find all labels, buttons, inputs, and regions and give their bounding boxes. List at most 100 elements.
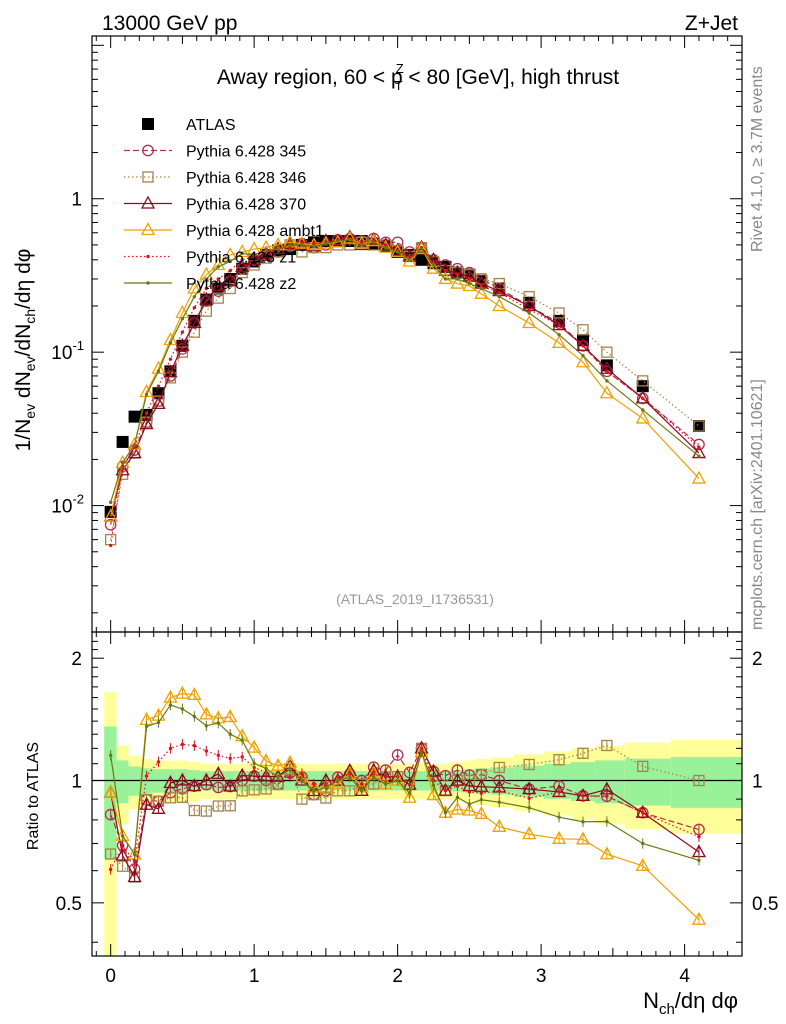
data-point	[605, 379, 609, 383]
y-tick-label-bottom: 0.5	[56, 894, 82, 915]
x-tick-label: 2	[392, 966, 403, 987]
ratio-point	[236, 785, 248, 797]
data-point	[354, 235, 369, 249]
ratio-point	[497, 789, 501, 793]
data-point	[240, 251, 244, 256]
data-point	[318, 233, 333, 247]
ratio-point	[431, 783, 436, 787]
legend-entry: Pythia 6.428 346	[124, 170, 306, 187]
data-point	[224, 282, 236, 295]
data-point	[479, 284, 484, 288]
ratio-point	[296, 793, 308, 805]
ratio-point	[252, 761, 256, 765]
data-point	[419, 247, 424, 251]
data-point	[575, 354, 591, 368]
data-point	[450, 275, 465, 289]
data-point	[104, 505, 117, 518]
data-point	[493, 277, 505, 290]
data-point	[635, 390, 650, 404]
ratio-point	[426, 787, 441, 801]
ratio-point	[479, 798, 484, 802]
ratio-point	[156, 720, 161, 725]
ratio-point	[260, 783, 272, 795]
data-point	[431, 263, 436, 267]
ratio-point	[383, 782, 388, 786]
bottom-panel-frame	[91, 631, 743, 957]
data-point	[104, 518, 117, 531]
data-point	[103, 508, 118, 522]
data-point	[462, 268, 477, 282]
data-point	[252, 253, 256, 257]
data-point	[557, 323, 561, 327]
ylabel-part-d: /dη dφ	[12, 249, 35, 309]
data-point	[156, 369, 161, 374]
header-right-label: Z+Jet	[685, 12, 738, 35]
ratio-point	[605, 794, 609, 798]
data-point	[360, 243, 364, 247]
data-point	[180, 317, 185, 321]
data-point	[163, 364, 178, 378]
data-point	[637, 375, 649, 387]
ratio-point	[224, 800, 236, 812]
data-point	[497, 294, 501, 299]
series-line-main	[110, 237, 700, 546]
ratio-point	[175, 772, 190, 786]
data-point	[575, 337, 591, 351]
ratio-point	[216, 721, 220, 725]
data-point	[383, 245, 388, 250]
x-tick-label: 1	[249, 966, 260, 987]
ylabel-part-b: dN	[12, 371, 35, 404]
data-point	[391, 236, 404, 249]
data-point	[415, 253, 428, 266]
ratio-point	[240, 738, 244, 742]
legend-entry: Pythia 6.428 ambt1	[124, 222, 324, 240]
ratio-point	[522, 826, 537, 840]
data-point	[288, 243, 292, 247]
ratio-point	[551, 830, 567, 844]
ratio-point	[187, 686, 202, 700]
ratio-point	[455, 784, 460, 788]
ratio-point	[312, 782, 316, 786]
data-point	[192, 294, 197, 299]
data-point	[187, 280, 202, 294]
ratio-point	[383, 775, 388, 779]
legend-entry: Pythia 6.428 370	[124, 195, 306, 214]
data-point	[204, 277, 209, 281]
data-point	[116, 435, 129, 448]
ratio-point	[601, 739, 613, 752]
legend-label: ATLAS	[186, 117, 236, 134]
ratio-point	[104, 808, 117, 821]
data-point	[443, 277, 448, 281]
series-pythia-6-428-z2	[108, 238, 701, 866]
ratio-point	[127, 869, 142, 883]
legend-entry: ATLAS	[142, 117, 236, 134]
y-axis-label-top: 1/Nev dNev/dNch/dη dφ	[12, 249, 38, 452]
ratio-point	[581, 820, 585, 824]
data-point	[601, 346, 613, 358]
xlabel-sub-a: ch	[659, 1001, 675, 1018]
ratio-point	[168, 746, 173, 751]
ratio-point	[187, 778, 202, 792]
ratio-point	[212, 781, 225, 794]
ratio-point	[103, 784, 118, 798]
ratio-point	[223, 778, 238, 792]
legend-marker	[140, 222, 156, 236]
ratio-point	[575, 831, 591, 845]
legend-entry: Pythia 6.428 z2	[124, 276, 296, 293]
legend-marker	[142, 144, 154, 157]
ratio-point	[108, 753, 113, 757]
ratio-point	[320, 792, 332, 804]
data-point	[336, 239, 340, 243]
stat-uncertainty-band-bin	[670, 756, 742, 808]
ratio-point	[691, 911, 707, 925]
data-point	[300, 240, 304, 245]
data-point	[306, 237, 322, 251]
data-point	[581, 353, 585, 358]
data-point	[378, 237, 393, 251]
xlabel-part-b: /dη dφ	[675, 988, 738, 1013]
ratio-point	[443, 788, 448, 793]
ratio-point	[108, 867, 113, 872]
ratio-point	[247, 739, 262, 753]
stat-uncertainty-band-bin	[594, 760, 625, 804]
